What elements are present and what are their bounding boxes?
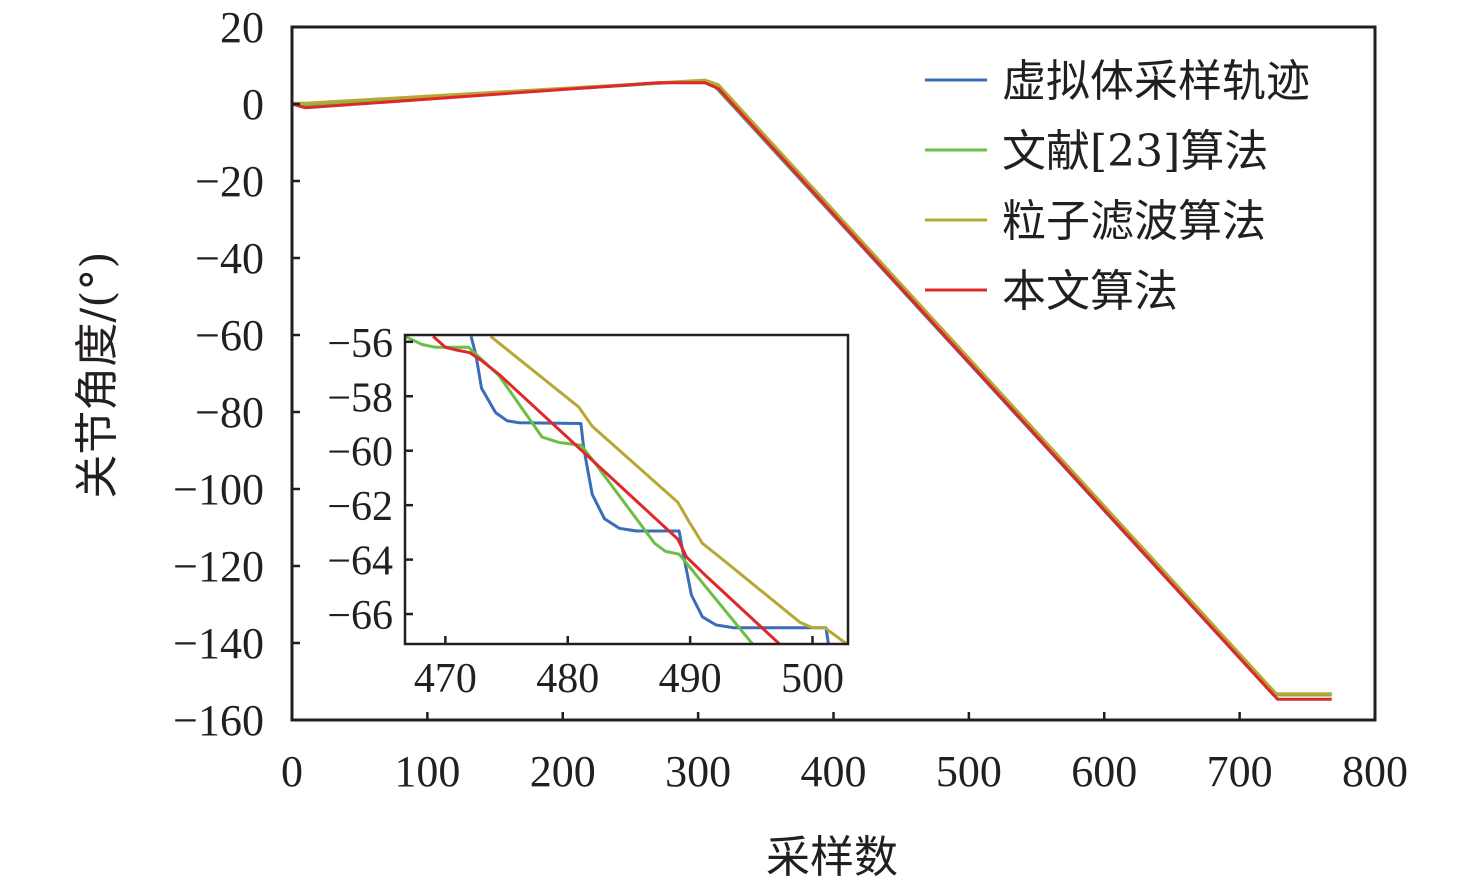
inset-plot-lines <box>405 335 848 644</box>
main-y-tick-label: 20 <box>220 3 264 52</box>
inset-series-line-1 <box>405 335 754 644</box>
inset-series-line-0 <box>469 336 830 644</box>
main-y-tick-label: −20 <box>195 157 264 206</box>
main-x-tick-label: 300 <box>665 747 731 796</box>
inset-x-tick-label: 500 <box>781 656 844 702</box>
x-axis-label: 采样数 <box>766 832 898 883</box>
inset-y-tick-label: −64 <box>327 539 393 585</box>
main-series-line-2 <box>292 78 1332 696</box>
inset-y-tick-label: −62 <box>327 484 393 530</box>
legend: 虚拟体采样轨迹 文献[23]算法 粒子滤波算法 本文算法 <box>925 56 1310 317</box>
inset-y-tick-label: −60 <box>327 430 393 476</box>
inset-x-tick-label: 480 <box>536 656 599 702</box>
main-x-tick-label: 700 <box>1207 747 1273 796</box>
inset-x-tick-label: 470 <box>414 656 477 702</box>
main-y-tick-label: −40 <box>195 234 264 283</box>
legend-label-particle: 粒子滤波算法 <box>1002 196 1266 247</box>
main-y-tick-label: −60 <box>195 311 264 360</box>
main-y-tick-label: −80 <box>195 388 264 437</box>
inset-y-tick-label: −58 <box>327 375 393 421</box>
inset-series-line-2 <box>489 335 848 644</box>
main-y-tick-label: −120 <box>173 542 264 591</box>
main-x-tick-label: 500 <box>936 747 1002 796</box>
inset-x-tick-label: 490 <box>659 656 722 702</box>
inset-ticks: 470 480 490 500 −56 −58 −60 −62 −64 −66 <box>327 321 844 702</box>
main-series-line-3 <box>291 81 1332 701</box>
legend-label-proposed: 本文算法 <box>1002 266 1178 317</box>
main-y-tick-label: −160 <box>173 696 264 745</box>
inset-series-line-3 <box>432 335 781 644</box>
main-ticks: 0 100 200 300 400 500 600 700 800200−20−40−60−80… <box>173 3 1408 796</box>
main-x-tick-label: 400 <box>801 747 867 796</box>
main-y-tick-label: −100 <box>173 465 264 514</box>
main-plot-lines <box>291 78 1332 701</box>
main-y-tick-label: −140 <box>173 619 264 668</box>
inset-y-tick-label: −66 <box>327 593 393 639</box>
main-y-tick-label: 0 <box>242 80 264 129</box>
legend-label-ref23: 文献[23]算法 <box>1002 126 1268 177</box>
main-x-tick-label: 200 <box>530 747 596 796</box>
main-x-tick-label: 800 <box>1342 747 1408 796</box>
main-x-tick-label: 600 <box>1071 747 1137 796</box>
inset-y-tick-label: −56 <box>327 321 393 367</box>
legend-label-virtual: 虚拟体采样轨迹 <box>1002 56 1310 107</box>
main-x-tick-label: 0 <box>281 747 303 796</box>
inset-background <box>405 335 848 644</box>
y-axis-label: 关节角度/(°) <box>72 251 123 498</box>
inset-axes-frame <box>403 333 850 646</box>
main-x-tick-label: 100 <box>394 747 460 796</box>
